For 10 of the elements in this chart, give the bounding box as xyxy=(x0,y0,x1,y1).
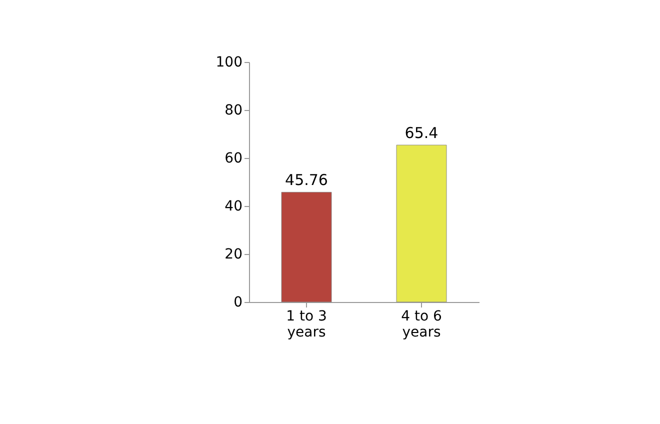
y-tick-label: 40 xyxy=(224,198,242,214)
y-tick-label: 0 xyxy=(234,294,242,310)
y-tick-label: 80 xyxy=(224,102,242,118)
y-tick-label: 60 xyxy=(224,150,242,166)
y-tick-label: 100 xyxy=(216,54,242,70)
x-tick-label: 4 to 6 years xyxy=(401,308,442,340)
x-tick-label: 1 to 3 years xyxy=(286,308,327,340)
y-tick-label: 20 xyxy=(224,246,242,262)
data-label: 65.4 xyxy=(404,124,438,142)
data-label: 45.76 xyxy=(285,171,328,190)
